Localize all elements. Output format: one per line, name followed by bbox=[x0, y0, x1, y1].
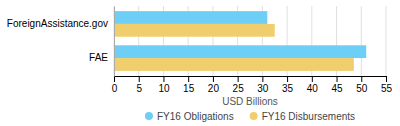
tick-mark bbox=[238, 76, 239, 82]
tick: 30 bbox=[257, 76, 269, 94]
legend-label: FY16 Obligations bbox=[157, 111, 234, 122]
legend-item: FY16 Disbursements bbox=[250, 111, 355, 122]
tick: 45 bbox=[331, 76, 343, 94]
tick-label: 55 bbox=[381, 83, 393, 94]
tick-mark bbox=[337, 76, 338, 82]
tick-mark bbox=[287, 76, 288, 82]
tick-label: 50 bbox=[356, 83, 368, 94]
grid-line bbox=[361, 6, 362, 76]
category-label: FAE bbox=[89, 52, 108, 63]
tick-mark bbox=[114, 76, 115, 82]
category-tick: ForeignAssistance.gov bbox=[7, 18, 114, 29]
tick: 35 bbox=[282, 76, 294, 94]
tick-mark bbox=[361, 76, 362, 82]
tick-label: 15 bbox=[183, 83, 195, 94]
tick: 20 bbox=[208, 76, 220, 94]
value-axis: 0 5 10 15 20 25 30 35 40 45 50 55 bbox=[112, 76, 393, 94]
tick-label: 5 bbox=[136, 83, 142, 94]
tick-mark bbox=[188, 76, 189, 82]
tick: 0 bbox=[112, 76, 118, 94]
axis-title: USD Billions bbox=[222, 96, 278, 107]
legend-item: FY16 Obligations bbox=[145, 111, 234, 122]
tick-label: 30 bbox=[257, 83, 269, 94]
tick-label: 35 bbox=[282, 83, 294, 94]
tick: 50 bbox=[356, 76, 368, 94]
tick-mark bbox=[213, 76, 214, 82]
legend-marker bbox=[145, 112, 153, 120]
plot: 0 5 10 15 20 25 30 35 40 45 50 55 FAE ForeignAssistan… bbox=[7, 6, 393, 94]
bar bbox=[114, 11, 267, 24]
tick-label: 25 bbox=[233, 83, 245, 94]
axis-line bbox=[115, 76, 387, 77]
tick-label: 45 bbox=[331, 83, 343, 94]
tick-label: 40 bbox=[307, 83, 319, 94]
legend: FY16 Obligations FY16 Disbursements bbox=[145, 111, 355, 122]
category-label: ForeignAssistance.gov bbox=[7, 18, 108, 29]
tick-mark bbox=[262, 76, 263, 82]
tick-label: 20 bbox=[208, 83, 220, 94]
tick: 10 bbox=[158, 76, 170, 94]
tick-label: 0 bbox=[112, 83, 118, 94]
tick: 55 bbox=[381, 76, 393, 94]
tick-label: 10 bbox=[158, 83, 170, 94]
tick: 15 bbox=[183, 76, 195, 94]
tick: 40 bbox=[307, 76, 319, 94]
tick-mark bbox=[386, 76, 387, 82]
bar bbox=[114, 45, 366, 58]
axis-line bbox=[114, 7, 115, 77]
tick: 5 bbox=[136, 76, 142, 94]
chart: 0 5 10 15 20 25 30 35 40 45 50 55 FAE ForeignAssistan… bbox=[0, 0, 400, 126]
grid bbox=[114, 6, 386, 76]
grid-line bbox=[386, 6, 387, 76]
category-axis: FAE ForeignAssistance.gov bbox=[7, 7, 115, 77]
chart-container: 0 5 10 15 20 25 30 35 40 45 50 55 FAE ForeignAssistan… bbox=[0, 0, 400, 126]
tick-mark bbox=[139, 76, 140, 82]
legend-label: FY16 Disbursements bbox=[262, 111, 355, 122]
category-tick: FAE bbox=[89, 52, 114, 63]
grid-line bbox=[114, 6, 115, 76]
bar bbox=[114, 58, 354, 71]
tick-mark bbox=[163, 76, 164, 82]
bars bbox=[114, 11, 366, 71]
bar bbox=[114, 24, 275, 37]
tick-mark bbox=[312, 76, 313, 82]
legend-marker bbox=[250, 112, 258, 120]
tick: 25 bbox=[233, 76, 245, 94]
